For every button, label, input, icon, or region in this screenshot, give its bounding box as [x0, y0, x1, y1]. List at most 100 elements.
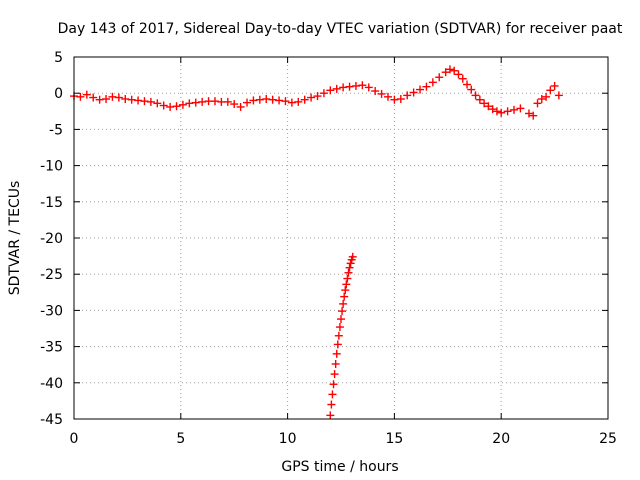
data-point — [480, 99, 489, 108]
data-point — [396, 94, 405, 103]
data-point — [467, 85, 476, 94]
data-point — [403, 91, 412, 100]
data-point — [275, 96, 284, 105]
chart-title: Day 143 of 2017, Sidereal Day-to-day VTE… — [58, 21, 623, 37]
x-tick-label: 20 — [492, 431, 510, 447]
data-point — [343, 274, 352, 283]
data-point — [108, 92, 117, 101]
data-point — [198, 97, 207, 106]
data-point — [307, 93, 316, 102]
data-point — [327, 400, 336, 409]
y-tick-label: -45 — [40, 412, 63, 428]
data-point — [497, 108, 506, 117]
y-tick-label: -10 — [40, 159, 63, 175]
data-point — [223, 97, 232, 106]
data-point — [121, 94, 130, 103]
data-point — [326, 411, 335, 420]
data-point — [330, 370, 339, 379]
y-tick-label: -20 — [40, 231, 63, 247]
data-point — [345, 263, 354, 272]
x-tick-label: 5 — [176, 431, 185, 447]
data-point — [516, 104, 525, 113]
y-tick-label: 5 — [54, 50, 63, 66]
data-point — [454, 70, 463, 79]
data-point — [178, 100, 187, 109]
data-point — [492, 107, 501, 116]
data-point — [358, 81, 367, 90]
data-point — [422, 82, 431, 91]
data-point — [341, 286, 350, 295]
data-point — [287, 98, 296, 107]
data-point — [409, 88, 418, 97]
data-point — [326, 86, 335, 95]
data-point — [153, 99, 162, 108]
data-point — [524, 109, 533, 118]
data-point — [255, 95, 264, 104]
data-point — [416, 85, 425, 94]
data-point — [510, 105, 519, 114]
data-point — [337, 315, 345, 324]
data-point — [390, 95, 399, 104]
data-point — [134, 96, 143, 105]
data-point — [166, 102, 175, 111]
data-point — [339, 83, 348, 92]
data-point — [475, 95, 484, 104]
data-point — [146, 97, 155, 106]
data-point — [383, 92, 392, 101]
data-point — [262, 94, 271, 103]
x-tick-label: 25 — [599, 431, 617, 447]
data-point — [445, 65, 454, 74]
data-point — [191, 98, 200, 107]
data-point — [441, 68, 450, 77]
data-point — [458, 74, 467, 83]
data-point — [76, 92, 85, 101]
data-point — [546, 86, 555, 95]
data-point — [333, 340, 342, 349]
axis-ticks — [73, 56, 609, 420]
data-point — [268, 95, 277, 104]
data-point — [127, 95, 136, 104]
data-point — [338, 307, 347, 316]
data-point — [313, 92, 322, 101]
y-tick-label: 0 — [54, 86, 63, 102]
grid-lines — [74, 57, 608, 419]
data-point — [159, 101, 168, 110]
data-points — [70, 65, 563, 420]
data-point — [450, 66, 459, 75]
y-tick-label: -25 — [40, 267, 63, 283]
x-tick-label: 15 — [385, 431, 403, 447]
data-point — [294, 97, 303, 106]
y-tick-label: -40 — [40, 376, 63, 392]
data-point — [281, 97, 290, 106]
data-point — [371, 87, 380, 96]
y-tick-labels: 5 0 -5 -10 -15 -20 -25 -30 -35 -40 -45 — [40, 50, 63, 428]
data-point — [342, 280, 351, 289]
data-point — [533, 99, 542, 108]
data-point — [236, 102, 245, 111]
y-tick-label: -30 — [40, 303, 63, 319]
data-point — [471, 91, 480, 100]
x-tick-labels: 0 5 10 15 20 25 — [70, 431, 617, 447]
data-point — [185, 99, 194, 108]
data-point — [243, 98, 252, 107]
data-point — [114, 93, 123, 102]
data-point — [334, 331, 343, 340]
data-point — [346, 259, 355, 268]
data-point — [344, 268, 353, 277]
data-point — [300, 95, 309, 104]
data-point — [377, 89, 386, 98]
data-point — [328, 390, 337, 399]
x-tick-label: 0 — [70, 431, 79, 447]
data-point — [331, 359, 340, 368]
data-point — [529, 111, 538, 120]
data-point — [488, 105, 497, 114]
plot-frame — [73, 56, 609, 420]
data-point — [82, 90, 91, 99]
data-point — [249, 96, 258, 105]
data-point — [339, 299, 348, 308]
data-point — [428, 78, 437, 87]
data-point — [351, 81, 360, 90]
data-point — [95, 95, 104, 104]
y-tick-label: -15 — [40, 195, 63, 211]
